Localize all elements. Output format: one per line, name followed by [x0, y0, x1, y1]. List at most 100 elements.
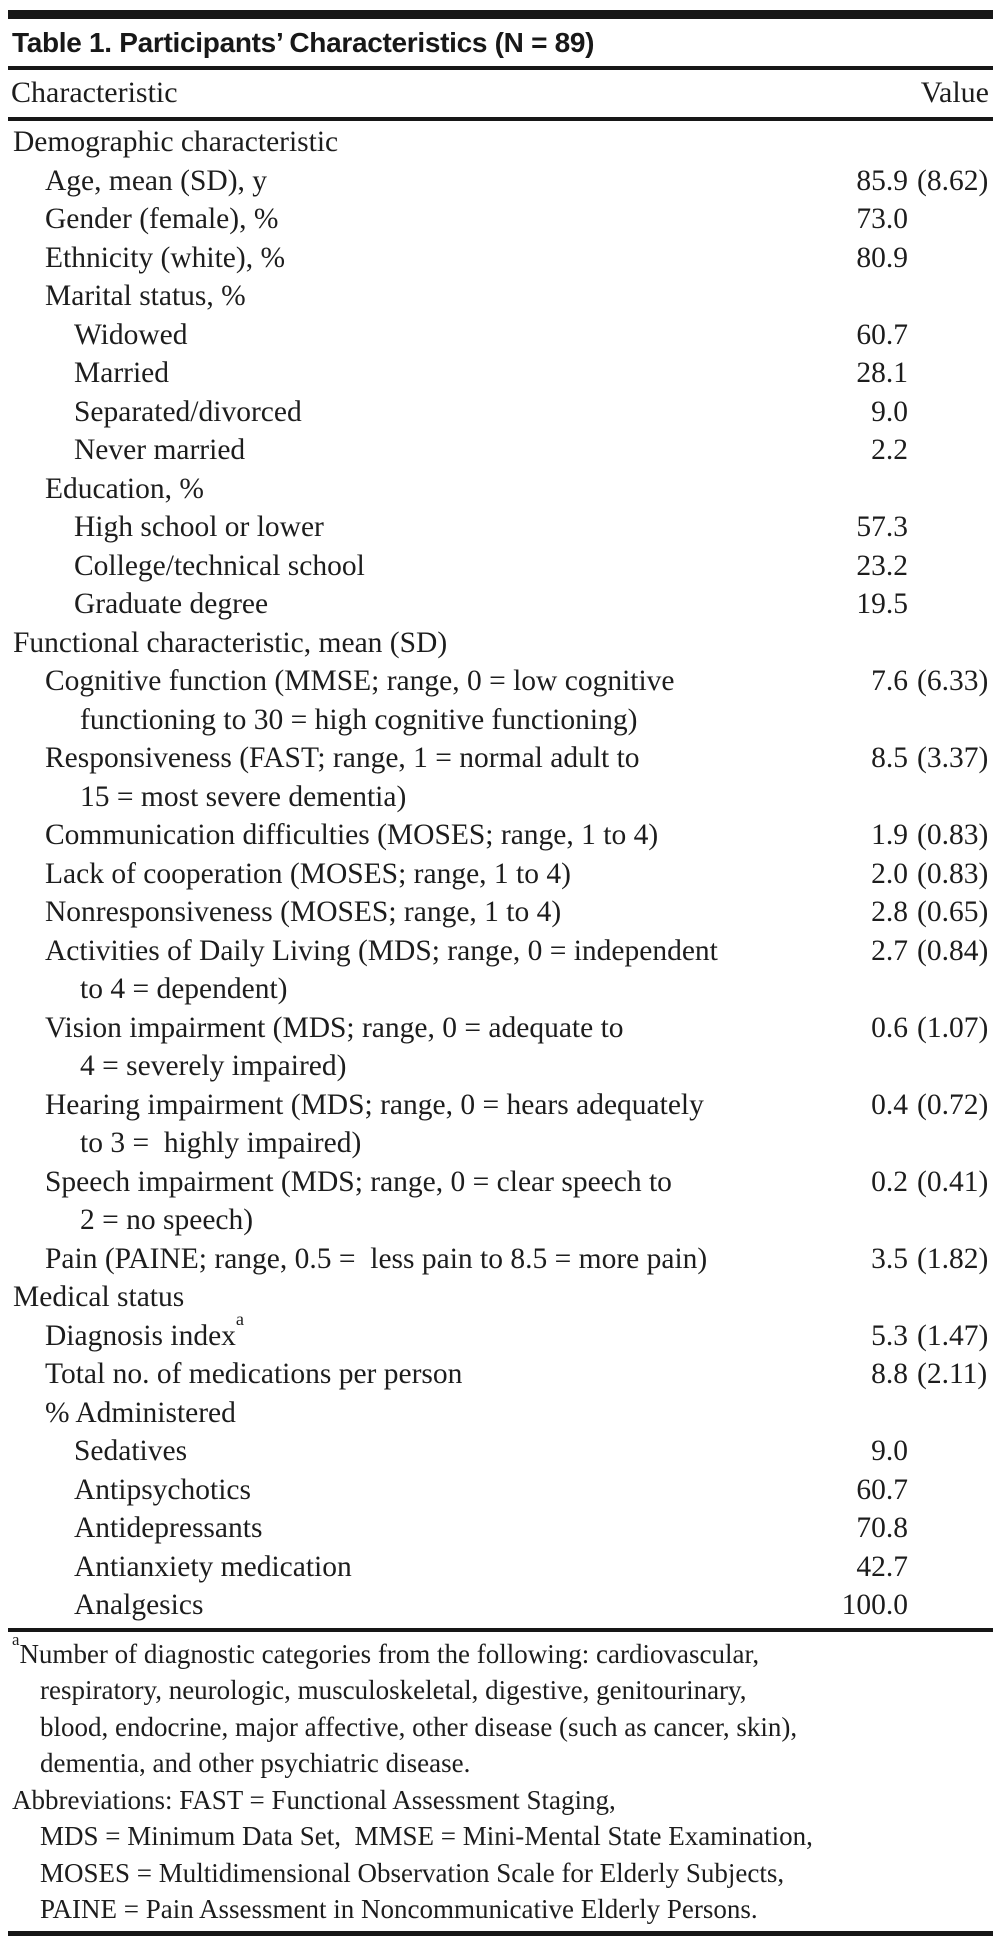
row-label-text: High school or lower: [74, 511, 324, 543]
row-label-text: Functional characteristic, mean (SD): [13, 626, 448, 659]
row-label: % Administered: [8, 1394, 748, 1433]
table-row: Medical status: [8, 1278, 993, 1317]
row-label-text: Married: [74, 357, 170, 389]
row-label-continuation: 2 = no speech): [80, 1204, 254, 1236]
row-label: Antianxiety medication: [8, 1548, 748, 1587]
row-value-sd: (8.62): [917, 164, 989, 197]
row-label-text: Never married: [74, 434, 246, 466]
table-row: Communication difficulties (MOSES; range…: [8, 816, 993, 855]
row-value: 28.1: [748, 354, 993, 393]
row-value-number: 0.2: [871, 1165, 908, 1198]
row-value: 60.7: [748, 1471, 993, 1510]
table-row: Antianxiety medication 42.7: [8, 1548, 993, 1587]
table-row: Gender (female), % 73.0: [8, 200, 993, 239]
row-label-continuation: 4 = severely impaired): [80, 1050, 347, 1082]
footnote-text: blood, endocrine, major affective, other…: [40, 1711, 798, 1742]
column-header-value: Value: [920, 76, 989, 109]
row-value: 3.5 (1.82): [748, 1240, 993, 1279]
table-row: College/technical school 23.2: [8, 547, 993, 586]
table-row: Diagnosis indexa 5.3 (1.47): [8, 1310, 993, 1356]
table-row: Antipsychotics 60.7: [8, 1471, 993, 1510]
row-value: 2.8 (0.65): [748, 893, 993, 932]
row-label-text: Vision impairment (MDS; range, 0 = adequ…: [45, 1011, 624, 1044]
row-value-number: 2.8: [871, 896, 908, 928]
table-row: Activities of Daily Living (MDS; range, …: [8, 932, 993, 1009]
row-label: Hearing impairment (MDS; range, 0 = hear…: [8, 1086, 748, 1163]
row-value-number: 5.3: [871, 1319, 908, 1352]
row-label: Sedatives: [8, 1432, 748, 1471]
footnote-text: Abbreviations: FAST = Functional Assessm…: [12, 1784, 616, 1815]
row-value-sd: (3.37): [917, 742, 989, 774]
table-row: Lack of cooperation (MOSES; range, 1 to …: [8, 855, 993, 894]
table-row: Hearing impairment (MDS; range, 0 = hear…: [8, 1086, 993, 1163]
row-label-text: Total no. of medications per person: [45, 1358, 463, 1390]
table-row: Functional characteristic, mean (SD): [8, 624, 993, 663]
row-label: Activities of Daily Living (MDS; range, …: [8, 932, 748, 1009]
row-value-number: 0.4: [871, 1088, 908, 1121]
row-label-continuation: to 3 = highly impaired): [80, 1127, 362, 1159]
table-row: Education, %: [8, 470, 993, 509]
table-header-row: Characteristic Value: [8, 70, 993, 117]
table-title: Table 1. Participants’ Characteristics (…: [12, 27, 595, 58]
row-value-number: 8.5: [871, 742, 908, 774]
table-row: Vision impairment (MDS; range, 0 = adequ…: [8, 1009, 993, 1086]
row-label-text: Pain (PAINE; range, 0.5 = less pain to 8…: [45, 1242, 708, 1275]
row-label-text: Age, mean (SD), y: [45, 164, 268, 197]
row-value-number: 2.0: [871, 857, 908, 890]
row-label-text: Responsiveness (FAST; range, 1 = normal …: [45, 742, 640, 774]
row-label-text: Ethnicity (white), %: [45, 241, 286, 274]
row-value-number: 42.7: [856, 1550, 908, 1583]
table-row: Total no. of medications per person 8.8 (…: [8, 1355, 993, 1394]
row-value-number: 23.2: [856, 549, 908, 582]
row-label-text: Education, %: [45, 472, 204, 505]
table-row: Age, mean (SD), y 85.9 (8.62): [8, 162, 993, 201]
row-value-number: 1.9: [871, 819, 908, 851]
header-divider-rule: [8, 117, 993, 121]
table-row: High school or lower 57.3: [8, 508, 993, 547]
row-value-sd: (1.82): [917, 1242, 989, 1275]
row-label: Married: [8, 354, 748, 393]
row-label: Medical status: [8, 1278, 748, 1317]
table-body: Demographic characteristic Age, mean (SD…: [8, 121, 993, 1628]
footnote-text: dementia, and other psychiatric disease.: [40, 1748, 471, 1778]
row-label-text: Analgesics: [74, 1589, 204, 1621]
row-label: Graduate degree: [8, 585, 748, 624]
row-value-number: 100.0: [841, 1589, 908, 1621]
row-value: 73.0: [748, 200, 993, 239]
row-label-text: Hearing impairment (MDS; range, 0 = hear…: [45, 1088, 704, 1121]
row-value-number: 7.6: [871, 665, 908, 697]
table-bottom-rule: [8, 1930, 993, 1936]
row-value: 0.6 (1.07): [748, 1009, 993, 1048]
row-label: Antidepressants: [8, 1509, 748, 1548]
table-row: Demographic characteristic: [8, 123, 993, 162]
table-row: Nonresponsiveness (MOSES; range, 1 to 4)…: [8, 893, 993, 932]
row-value: 8.5 (3.37): [748, 739, 993, 778]
table-footnotes: aNumber of diagnostic categories from th…: [8, 1631, 993, 1931]
row-label: College/technical school: [8, 547, 748, 586]
row-label-continuation: functioning to 30 = high cognitive funct…: [80, 703, 638, 736]
row-value: 85.9 (8.62): [748, 162, 993, 201]
row-label: Communication difficulties (MOSES; range…: [8, 816, 748, 855]
row-value: 1.9 (0.83): [748, 816, 993, 855]
row-value-sd: (1.07): [917, 1011, 989, 1044]
row-label-text: Sedatives: [74, 1435, 188, 1467]
row-label-text: Antianxiety medication: [74, 1550, 352, 1583]
row-value: 57.3: [748, 508, 993, 547]
row-value: 2.7 (0.84): [748, 932, 993, 971]
row-label-text: College/technical school: [74, 549, 365, 582]
footnote-line: respiratory, neurologic, musculoskeletal…: [12, 1672, 991, 1709]
row-value: 19.5: [748, 585, 993, 624]
row-value-number: 60.7: [856, 318, 908, 351]
row-label-text: Antidepressants: [74, 1512, 263, 1544]
table-row: Marital status, %: [8, 277, 993, 316]
row-value-number: 0.6: [871, 1011, 908, 1044]
row-value-sd: (2.11): [917, 1358, 988, 1390]
row-label-text: Antipsychotics: [74, 1473, 251, 1506]
table-row: Widowed 60.7: [8, 316, 993, 355]
table-row: Ethnicity (white), % 80.9: [8, 239, 993, 278]
row-label: Responsiveness (FAST; range, 1 = normal …: [8, 739, 748, 816]
row-value-number: 8.8: [871, 1358, 908, 1390]
table-row: Never married 2.2: [8, 431, 993, 470]
row-value-sd: (1.47): [917, 1319, 989, 1352]
row-label-text: Cognitive function (MMSE; range, 0 = low…: [45, 665, 675, 697]
